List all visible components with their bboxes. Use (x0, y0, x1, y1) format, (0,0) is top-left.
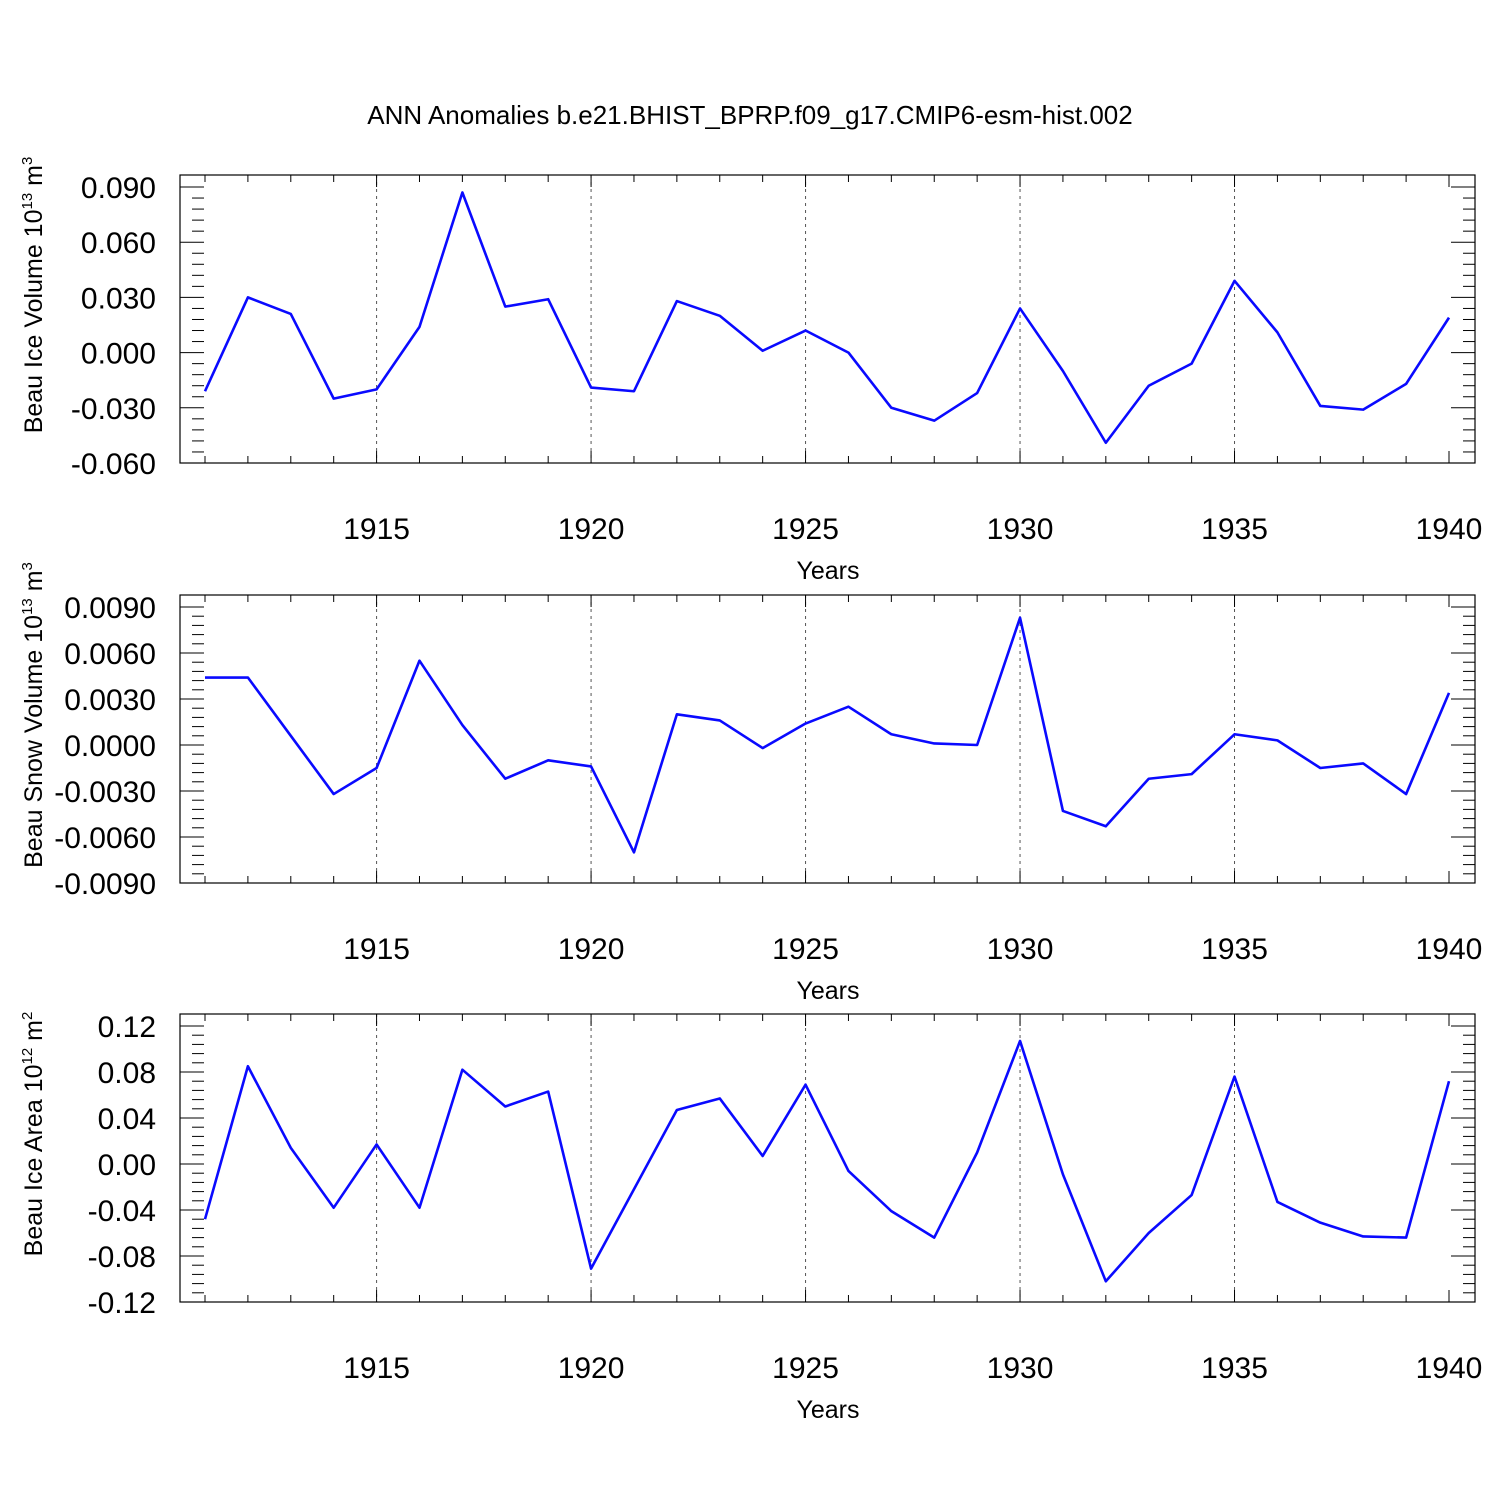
y-axis-title-superscript: 3 (19, 157, 36, 165)
y-axis-title-superscript: 13 (19, 598, 36, 615)
y-tick-label: -0.0090 (54, 868, 156, 901)
x-tick-label: 1930 (987, 1352, 1054, 1385)
x-axis-title: Years (796, 977, 859, 1005)
y-axis-title-superscript: 13 (19, 193, 36, 210)
y-axis-title-superscript: 12 (19, 1048, 36, 1065)
x-axis-title: Years (796, 557, 859, 585)
y-tick-label: -0.030 (71, 393, 156, 426)
y-tick-label: -0.060 (71, 448, 156, 481)
x-axis-title: Years (796, 1396, 859, 1424)
series-line-1 (203, 1039, 1451, 1283)
chart-panel-2: -0.0090 -0.0060 -0.0030 0.0000 0.0030 0.0060 0… (19, 562, 1482, 1005)
y-tick-label: -0.0030 (54, 776, 156, 809)
y-tick-label: 0.060 (81, 227, 156, 260)
y-axis-title-superscript: 2 (19, 1012, 36, 1020)
x-tick-label: 1935 (1201, 513, 1268, 546)
figure-title: ANN Anomalies b.e21.BHIST_BPRP.f09_g17.C… (367, 100, 1132, 130)
chart-panel-3: -0.12 -0.08 -0.04 0.00 0.04 0.08 0.12 1915 1920 1… (19, 1011, 1482, 1424)
y-axis-title-part: Beau Ice Area 10 (20, 1065, 48, 1257)
y-axis-title: Beau Ice Volume 1013 m3 (19, 157, 48, 434)
y-tick-label: -0.0060 (54, 822, 156, 855)
x-tick-label: 1920 (558, 513, 625, 546)
y-axis-title-part: m (20, 570, 48, 598)
x-tick-label: 1915 (343, 933, 410, 966)
x-tick-label: 1920 (558, 933, 625, 966)
y-tick-label: 0.0060 (64, 638, 156, 671)
x-tick-label: 1940 (1416, 933, 1483, 966)
x-tick-label: 1940 (1416, 513, 1483, 546)
x-tick-label: 1930 (987, 933, 1054, 966)
y-tick-label: 0.12 (98, 1011, 156, 1044)
y-tick-label: 0.04 (98, 1103, 156, 1136)
chart-panel-1: -0.060 -0.030 0.000 0.030 0.060 0.090 1915 1920… (19, 157, 1482, 585)
y-axis-title: Beau Ice Area 1012 m2 (19, 1012, 48, 1257)
y-tick-label: 0.0090 (64, 592, 156, 625)
y-axis-title: Beau Snow Volume 1013 m3 (19, 562, 48, 868)
plot-frame (179, 594, 1476, 884)
y-tick-label: -0.12 (88, 1287, 156, 1320)
y-axis-title-part: Beau Ice Volume 10 (20, 210, 48, 434)
x-tick-label: 1925 (772, 933, 839, 966)
y-axis-title-part: Beau Snow Volume 10 (20, 615, 48, 868)
series-line-1 (205, 616, 1451, 854)
x-tick-label: 1925 (772, 1352, 839, 1385)
plot-frame (179, 174, 1476, 464)
y-tick-label: 0.0000 (64, 730, 156, 763)
y-tick-label: 0.0030 (64, 684, 156, 717)
y-axis-title-part: m (20, 165, 48, 193)
y-tick-label: 0.030 (81, 282, 156, 315)
plot-frame (179, 1013, 1476, 1303)
series-line-1 (203, 191, 1451, 445)
y-tick-label: -0.08 (88, 1241, 156, 1274)
x-tick-label: 1935 (1201, 933, 1268, 966)
y-tick-label: 0.08 (98, 1057, 156, 1090)
y-axis-title-superscript: 3 (19, 562, 36, 570)
x-tick-label: 1930 (987, 513, 1054, 546)
x-tick-label: 1915 (343, 513, 410, 546)
x-tick-label: 1915 (343, 1352, 410, 1385)
x-tick-label: 1935 (1201, 1352, 1268, 1385)
x-tick-label: 1920 (558, 1352, 625, 1385)
x-tick-label: 1925 (772, 513, 839, 546)
x-tick-label: 1940 (1416, 1352, 1483, 1385)
y-tick-label: -0.04 (88, 1195, 156, 1228)
y-axis-title-part: m (20, 1020, 48, 1048)
y-tick-label: 0.090 (81, 172, 156, 205)
y-tick-label: 0.00 (98, 1149, 156, 1182)
y-tick-label: 0.000 (81, 338, 156, 371)
